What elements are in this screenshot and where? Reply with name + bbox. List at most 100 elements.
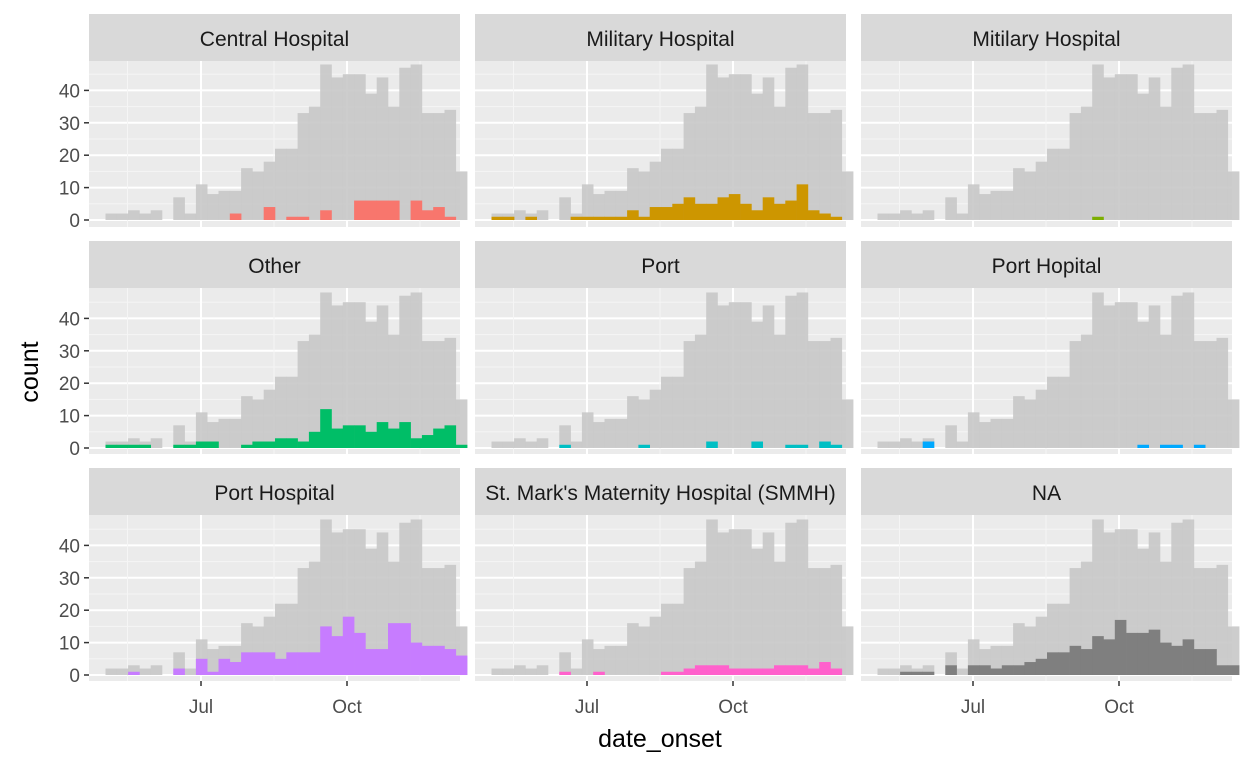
background-bar xyxy=(672,603,684,675)
background-bar xyxy=(1160,106,1172,220)
background-bar xyxy=(774,334,786,448)
data-bar xyxy=(1148,629,1161,675)
data-bar xyxy=(1114,619,1127,675)
background-bar xyxy=(1227,626,1240,675)
background-bar xyxy=(1080,334,1093,448)
background-bar xyxy=(502,441,515,448)
background-bar xyxy=(444,109,457,220)
background-bar xyxy=(911,441,923,448)
background-bar xyxy=(1182,292,1195,448)
background-bar xyxy=(1013,168,1025,220)
background-bar xyxy=(1114,529,1127,675)
background-bar xyxy=(388,106,400,220)
background-bar xyxy=(604,645,617,675)
y-tick-label: 10 xyxy=(59,179,80,200)
background-bar xyxy=(740,529,752,675)
background-bar xyxy=(1001,418,1014,448)
background-bar xyxy=(1148,305,1161,448)
background-bar xyxy=(1080,561,1093,675)
data-bar xyxy=(774,203,786,220)
background-bar xyxy=(195,184,208,220)
background-bar xyxy=(1047,148,1059,220)
background-bar xyxy=(706,292,718,448)
background-bar xyxy=(514,665,526,675)
x-tick-label: Oct xyxy=(718,697,748,718)
y-tick-label: 40 xyxy=(59,536,80,557)
background-bar xyxy=(1205,568,1217,675)
background-bar xyxy=(1013,396,1025,448)
background-bar xyxy=(514,210,526,220)
background-bar xyxy=(900,438,912,448)
data-bar xyxy=(706,203,718,220)
data-bar xyxy=(421,210,434,220)
data-bar xyxy=(683,668,696,675)
data-bar xyxy=(1013,665,1025,675)
background-bar xyxy=(421,341,434,448)
facet-panel: Military Hospital xyxy=(475,14,854,227)
background-bar xyxy=(491,441,504,448)
background-bar xyxy=(877,668,890,675)
background-bar xyxy=(399,295,411,448)
background-bar xyxy=(1092,292,1104,448)
data-bar xyxy=(502,216,515,220)
data-bar xyxy=(683,197,696,220)
data-bar xyxy=(1193,649,1206,675)
data-bar xyxy=(570,216,583,220)
x-axis-ticks: Jul Oct Jul Oct Jul Oct xyxy=(189,681,1134,718)
data-bar xyxy=(581,216,594,220)
background-bar xyxy=(195,412,208,448)
background-bar xyxy=(1001,645,1014,675)
background-bar xyxy=(1126,302,1138,448)
background-bar xyxy=(331,532,344,675)
data-bar xyxy=(433,207,445,220)
background-bar xyxy=(455,171,468,220)
data-bar xyxy=(173,668,185,675)
background-bar xyxy=(410,292,423,448)
data-bar xyxy=(593,216,605,220)
background-bar xyxy=(376,532,389,675)
background-bar xyxy=(207,649,219,675)
data-bar xyxy=(649,207,662,220)
data-bar xyxy=(900,671,912,675)
y-axis-title: count xyxy=(16,341,44,402)
background-bar xyxy=(581,412,594,448)
background-bar xyxy=(604,418,617,448)
background-bar xyxy=(945,197,957,220)
background-bar xyxy=(536,665,549,675)
background-bar xyxy=(241,168,253,220)
data-bar xyxy=(388,623,400,675)
background-bar xyxy=(455,626,468,675)
background-bar xyxy=(150,210,163,220)
data-bar xyxy=(593,671,605,675)
data-bar xyxy=(1216,665,1229,675)
data-bar xyxy=(455,655,468,675)
background-bar xyxy=(627,168,639,220)
background-bar xyxy=(320,519,332,675)
data-bar xyxy=(525,216,537,220)
background-bar xyxy=(421,113,434,220)
data-bar xyxy=(922,671,935,675)
x-tick-label: Jul xyxy=(575,697,599,718)
background-bar xyxy=(638,626,650,675)
background-bar xyxy=(536,210,549,220)
background-bar xyxy=(627,396,639,448)
data-bar xyxy=(128,671,140,675)
data-bar xyxy=(1069,645,1082,675)
background-bar xyxy=(1193,113,1206,220)
facet-strip-label: Other xyxy=(248,255,301,278)
background-bar xyxy=(762,532,775,675)
data-bar xyxy=(1160,642,1172,675)
background-bar xyxy=(706,64,718,220)
background-bar xyxy=(728,302,741,448)
facet-panel: St. Mark's Maternity Hospital (SMMH) xyxy=(475,468,854,681)
facet-strip-label: St. Mark's Maternity Hospital (SMMH) xyxy=(485,482,836,505)
background-bar xyxy=(207,194,219,220)
background-bar xyxy=(990,190,1003,220)
background-bar xyxy=(1013,623,1025,675)
background-bar xyxy=(774,106,786,220)
data-bar xyxy=(740,668,752,675)
data-bar xyxy=(286,652,298,675)
facet-strip xyxy=(861,241,1232,288)
background-bar xyxy=(491,668,504,675)
